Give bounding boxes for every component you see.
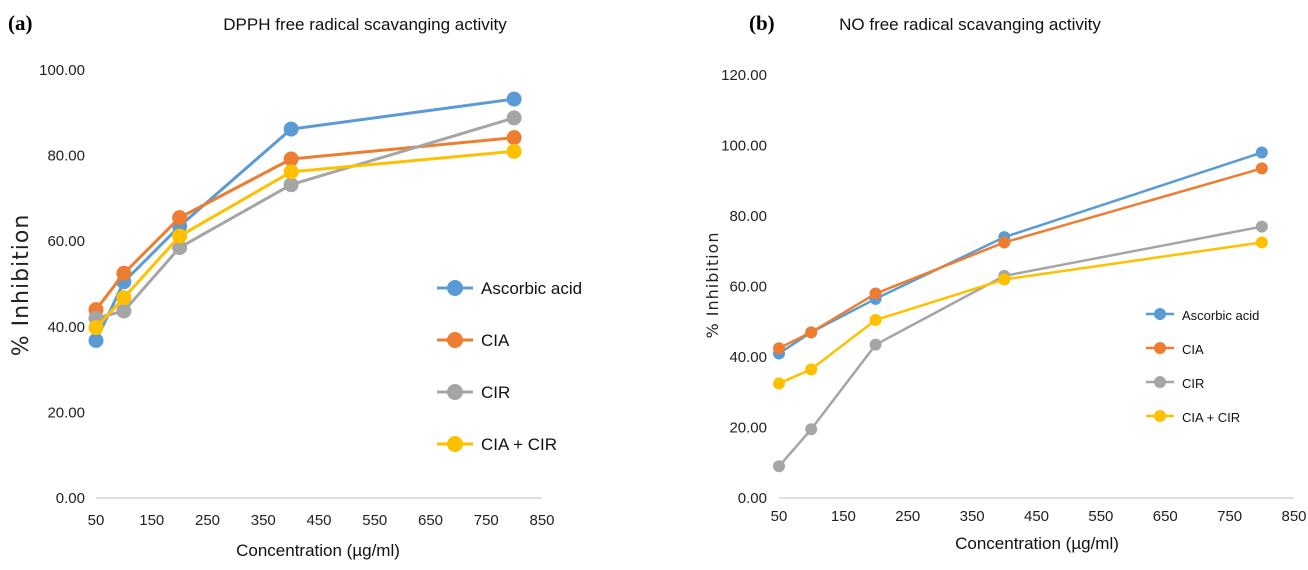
- legend-label: CIA + CIR: [481, 435, 557, 454]
- x-tick-label: 350: [251, 512, 276, 529]
- y-tick-label: 0.00: [738, 490, 767, 507]
- data-point: [506, 91, 522, 107]
- x-tick-label: 550: [362, 512, 387, 529]
- x-tick-label: 750: [474, 512, 499, 529]
- data-point: [283, 121, 299, 137]
- data-point: [172, 210, 188, 226]
- data-point: [172, 228, 188, 244]
- data-point: [773, 460, 785, 473]
- data-point: [506, 110, 522, 126]
- x-tick-label: 650: [418, 512, 443, 529]
- x-tick-label: 850: [529, 512, 554, 529]
- y-axis-label: % Inhibition: [703, 232, 722, 339]
- legend-marker-0: [447, 280, 463, 296]
- x-tick-label: 550: [1088, 508, 1113, 525]
- data-point: [116, 265, 132, 281]
- data-point: [283, 177, 299, 193]
- legend-label: CIR: [1182, 376, 1204, 391]
- data-point: [1255, 236, 1268, 249]
- data-point: [88, 332, 104, 348]
- data-point: [116, 303, 132, 319]
- legend-label: CIA + CIR: [1182, 410, 1240, 425]
- data-point: [506, 143, 522, 159]
- y-tick-label: 0.00: [56, 490, 85, 507]
- y-tick-label: 100.00: [721, 138, 767, 155]
- x-axis-label: Concentration (µg/ml): [955, 534, 1119, 553]
- y-tick-label: 20.00: [47, 404, 85, 421]
- y-tick-label: 80.00: [729, 208, 767, 225]
- x-axis-label: Concentration (µg/ml): [236, 541, 400, 560]
- y-tick-label: 60.00: [47, 233, 85, 250]
- data-point: [1255, 162, 1268, 175]
- x-tick-label: 350: [960, 508, 985, 525]
- data-point: [805, 423, 818, 436]
- data-point: [869, 338, 882, 351]
- chart-title: DPPH free radical scavanging activity: [223, 15, 507, 34]
- x-tick-label: 250: [895, 508, 920, 525]
- legend-marker-2: [1154, 376, 1166, 388]
- legend-label: CIA: [1182, 342, 1204, 357]
- y-tick-label: 60.00: [729, 279, 767, 296]
- panel-a: (a) DPPH free radical scavanging activity…: [8, 11, 582, 560]
- data-point: [116, 290, 132, 306]
- y-tick-label: 100.00: [39, 62, 85, 79]
- x-tick-label: 650: [1153, 508, 1178, 525]
- data-point: [506, 130, 522, 146]
- data-point: [998, 273, 1011, 286]
- chart-title: NO free radical scavanging activity: [839, 15, 1101, 34]
- data-point: [869, 287, 882, 300]
- x-tick-label: 450: [1024, 508, 1049, 525]
- data-point: [172, 240, 188, 256]
- data-point: [805, 326, 818, 339]
- x-tick-label: 50: [771, 508, 788, 525]
- data-point: [283, 151, 299, 167]
- legend-marker-1: [447, 332, 463, 348]
- legend-marker-1: [1154, 342, 1166, 354]
- data-point: [1255, 220, 1268, 233]
- legend-label: Ascorbic acid: [1182, 308, 1259, 323]
- legend-marker-3: [1154, 410, 1166, 422]
- x-tick-label: 150: [139, 512, 164, 529]
- x-tick-label: 750: [1217, 508, 1242, 525]
- legend-label: CIR: [481, 383, 510, 402]
- panel-b: (b) NO free radical scavanging activity 0.…: [703, 11, 1307, 553]
- data-point: [283, 164, 299, 180]
- x-tick-label: 150: [831, 508, 856, 525]
- data-point: [869, 313, 882, 326]
- y-tick-label: 40.00: [729, 349, 767, 366]
- y-tick-label: 80.00: [47, 148, 85, 165]
- x-tick-label: 50: [88, 512, 105, 529]
- legend-marker-0: [1154, 308, 1166, 320]
- legend-marker-2: [447, 384, 463, 400]
- y-tick-label: 40.00: [47, 319, 85, 336]
- x-tick-label: 450: [306, 512, 331, 529]
- x-tick-label: 850: [1281, 508, 1306, 525]
- data-point: [773, 377, 785, 390]
- panel-label: (b): [749, 11, 775, 35]
- data-point: [1255, 146, 1268, 159]
- legend-label: Ascorbic acid: [481, 279, 582, 298]
- data-point: [998, 236, 1011, 249]
- y-tick-label: 120.00: [721, 67, 767, 84]
- y-axis-label: % Inhibition: [9, 214, 34, 357]
- legend-label: CIA: [481, 331, 510, 350]
- x-tick-label: 250: [195, 512, 220, 529]
- data-point: [805, 363, 818, 376]
- panel-label: (a): [8, 11, 33, 35]
- legend-marker-3: [447, 436, 463, 452]
- data-point: [88, 320, 104, 336]
- data-point: [773, 342, 785, 355]
- y-tick-label: 20.00: [729, 420, 767, 437]
